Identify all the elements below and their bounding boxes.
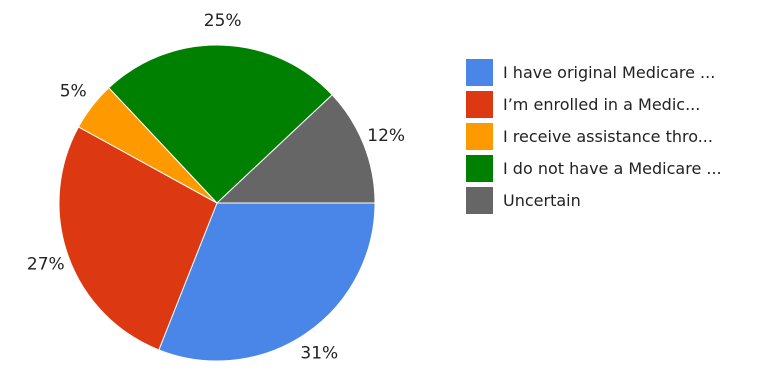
legend-item-no-medicare[interactable]: I do not have a Medicare ...: [466, 155, 722, 182]
legend-swatch: [466, 123, 493, 150]
legend-swatch: [466, 59, 493, 86]
legend-label: I’m enrolled in a Medic...: [503, 95, 701, 114]
percent-label-1: 27%: [27, 255, 65, 275]
percent-label-2: 5%: [60, 82, 87, 102]
pie-slice-1[interactable]: [58, 126, 218, 351]
slices-layer: [58, 44, 376, 362]
legend-item-uncertain[interactable]: Uncertain: [466, 187, 722, 214]
percent-label-4: 12%: [367, 126, 405, 146]
legend-item-original-medicare[interactable]: I have original Medicare ...: [466, 59, 722, 86]
percent-label-3: 25%: [204, 11, 242, 31]
legend-label: I have original Medicare ...: [503, 63, 716, 82]
pie-slice-3[interactable]: [108, 44, 333, 204]
legend: I have original Medicare ... I’m enrolle…: [466, 59, 722, 219]
pie-slice-0[interactable]: [158, 202, 376, 362]
legend-label: I receive assistance thro...: [503, 127, 713, 146]
legend-label: Uncertain: [503, 191, 581, 210]
pie-slice-4[interactable]: [215, 94, 376, 204]
percent-label-0: 31%: [300, 344, 338, 364]
legend-item-enrolled-medicare[interactable]: I’m enrolled in a Medic...: [466, 91, 722, 118]
legend-swatch: [466, 91, 493, 118]
percent-labels-layer: 31% 27% 5% 25% 12%: [27, 11, 405, 363]
legend-item-receive-assistance[interactable]: I receive assistance thro...: [466, 123, 722, 150]
legend-label: I do not have a Medicare ...: [503, 159, 722, 178]
legend-swatch: [466, 187, 493, 214]
legend-swatch: [466, 155, 493, 182]
